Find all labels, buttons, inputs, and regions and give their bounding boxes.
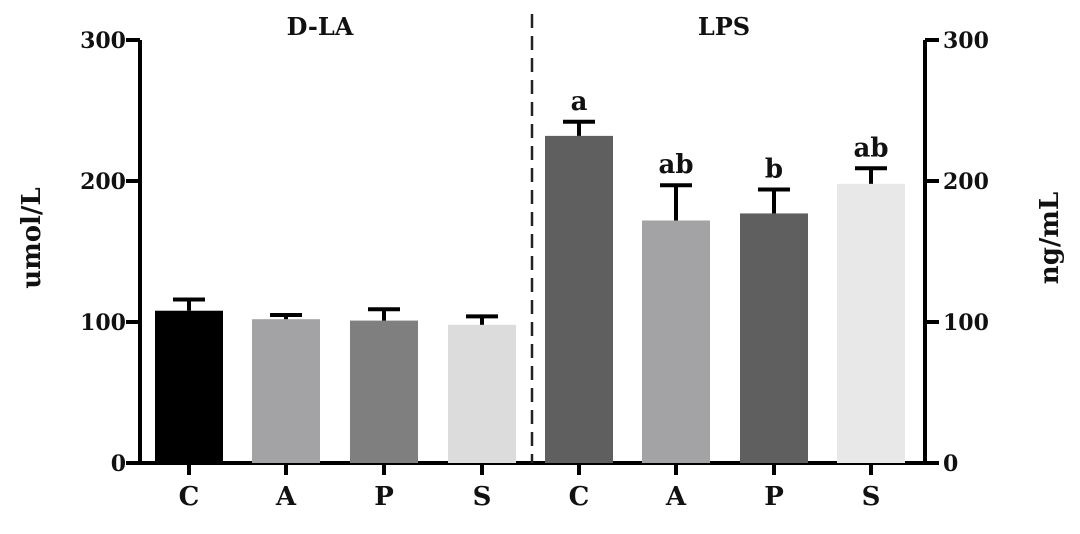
bar-d-la-p (350, 320, 418, 463)
chart-axes (126, 14, 939, 475)
significance-label: ab (658, 150, 693, 180)
right-y-axis-label: ng/mL (1035, 192, 1065, 284)
significance-label: ab (853, 133, 888, 163)
chart-labels: 0 100 200 300 umol/L D-LA C A P S 0 100 200 300 ng/mL L… (17, 12, 1065, 512)
right-y-tick-label: 100 (943, 310, 989, 336)
right-y-tick-label: 200 (943, 169, 989, 195)
right-y-tick-label: 0 (943, 451, 958, 477)
category-label: S (862, 482, 881, 512)
significance-label: b (765, 154, 783, 184)
chart-bars (155, 119, 905, 463)
panel-title-lps: LPS (698, 12, 750, 41)
category-label: S (473, 482, 492, 512)
bar-d-la-s (448, 324, 516, 463)
left-y-tick-label: 100 (80, 310, 126, 336)
category-label: C (179, 482, 200, 512)
category-label: A (665, 482, 687, 512)
bar-lps-s (837, 183, 905, 463)
significance-label: a (571, 87, 588, 117)
category-label: C (569, 482, 590, 512)
bar-d-la-c (155, 310, 223, 463)
category-label: P (374, 482, 394, 512)
right-y-tick-label: 300 (943, 28, 989, 54)
left-y-tick-label: 300 (80, 28, 126, 54)
bar-lps-a (642, 220, 710, 463)
panel-title-d-la: D-LA (287, 12, 354, 41)
bar-d-la-a (252, 319, 320, 463)
bar-lps-c (545, 135, 613, 463)
left-y-tick-label: 0 (111, 451, 126, 477)
bar-lps-p (740, 213, 808, 463)
category-label: A (275, 482, 297, 512)
category-label: P (764, 482, 784, 512)
left-y-axis-label: umol/L (17, 187, 47, 288)
left-y-tick-label: 200 (80, 169, 126, 195)
